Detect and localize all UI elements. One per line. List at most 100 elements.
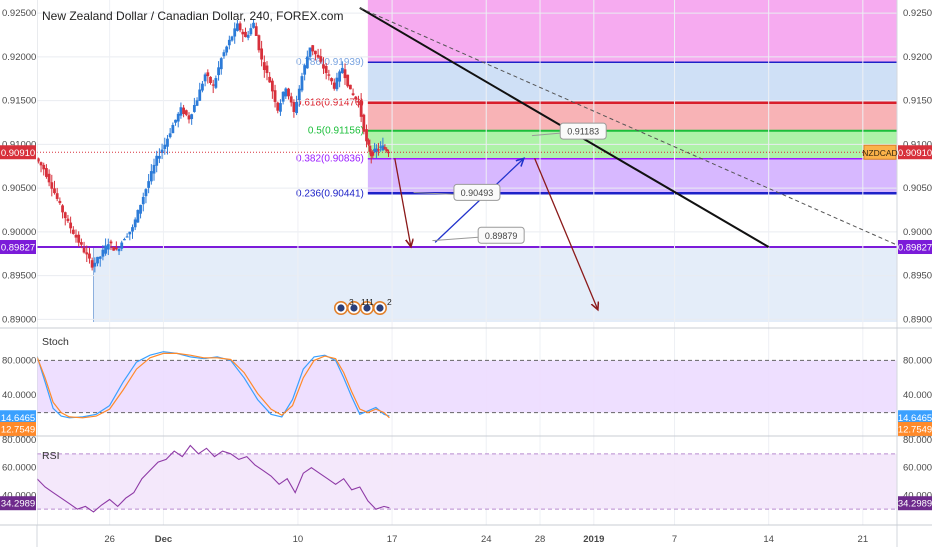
candle-body xyxy=(354,96,358,100)
rsi-badge-text: 34.2989 xyxy=(898,499,932,510)
price-tick-left: 0.89000 xyxy=(2,314,36,325)
candle-body xyxy=(171,124,175,134)
candle-body xyxy=(144,189,148,197)
candle-body xyxy=(176,113,180,122)
callout-box xyxy=(477,226,525,244)
candle-body xyxy=(85,252,89,255)
candle-body xyxy=(50,182,54,189)
candle-body xyxy=(270,80,274,92)
callout-tail xyxy=(413,192,454,195)
candle-body xyxy=(359,100,363,117)
candle-body xyxy=(297,88,301,101)
callout-text: 0.91183 xyxy=(567,127,599,137)
price-tick-left: 0.92500 xyxy=(2,8,36,19)
candle-body xyxy=(308,47,312,57)
candle-body xyxy=(157,155,161,159)
candle-body xyxy=(357,101,360,103)
price-tick: 0.89000 xyxy=(903,314,932,325)
candle-body xyxy=(93,262,97,267)
candle-body xyxy=(330,78,333,82)
candle-body xyxy=(351,93,355,96)
date-tick: 24 xyxy=(481,534,492,545)
candle-body xyxy=(182,107,186,114)
price-tick: 0.90000 xyxy=(903,227,932,238)
candle-body xyxy=(123,239,126,241)
candle-body xyxy=(222,52,226,57)
stoch-tick-left: 80.0000 xyxy=(2,355,36,366)
candle-body xyxy=(362,114,366,132)
candle-body xyxy=(338,71,342,82)
candle-body xyxy=(319,56,323,62)
last-price-badge-left xyxy=(0,145,36,160)
candle-body xyxy=(61,205,64,213)
candle-body xyxy=(90,260,94,268)
candle-body xyxy=(284,88,288,97)
candle-body xyxy=(322,64,325,69)
chart-title: New Zealand Dollar / Canadian Dollar, 24… xyxy=(42,9,343,23)
callout-box xyxy=(559,122,607,140)
candle-body xyxy=(273,90,277,102)
candle-body xyxy=(348,84,352,90)
candle-body xyxy=(55,193,59,199)
candle-body xyxy=(190,114,194,120)
candle-body xyxy=(227,39,231,46)
candle-body xyxy=(42,164,46,170)
price-tick: 0.92000 xyxy=(903,52,932,63)
event-icon-flag xyxy=(363,304,371,312)
candle-body xyxy=(311,45,315,52)
arrow-down-2 xyxy=(534,158,598,309)
stoch-d-badge-text: 12.7549 xyxy=(898,424,932,435)
candle-body xyxy=(335,77,339,90)
candle-body xyxy=(233,28,237,37)
candle-body xyxy=(104,245,107,254)
event-count: 3 xyxy=(349,297,354,307)
candle-body xyxy=(69,222,73,229)
lower-box xyxy=(93,247,898,322)
rsi-tick: 80.0000 xyxy=(903,435,932,446)
candle-body xyxy=(128,231,132,235)
candle-body xyxy=(314,50,317,55)
candle-body xyxy=(276,102,280,111)
rsi-tick-left: 40.0000 xyxy=(2,490,36,501)
candle-body xyxy=(374,148,378,153)
stoch-label: Stoch xyxy=(42,336,69,348)
candle-body xyxy=(252,22,255,28)
date-tick: 2019 xyxy=(583,534,604,545)
candle-body xyxy=(131,227,134,232)
candle-body xyxy=(225,46,229,53)
candle-body xyxy=(327,74,331,76)
candle-body xyxy=(303,65,307,75)
candle-body xyxy=(39,162,43,166)
candle-body xyxy=(249,28,253,35)
candle-body xyxy=(381,145,385,151)
candle-body xyxy=(371,152,375,156)
price-tick-left: 0.90500 xyxy=(2,183,36,194)
candle-body xyxy=(260,48,264,60)
candle-body xyxy=(287,88,290,97)
rsi-badge xyxy=(898,496,932,511)
candle-body xyxy=(203,74,207,82)
fib-label: 0.236(0.90441) xyxy=(296,188,364,199)
candle-body xyxy=(184,110,188,115)
candle-body xyxy=(211,84,215,86)
rsi-badge-left-text: 34.2989 xyxy=(1,499,35,510)
rsi-label: RSI xyxy=(42,450,60,462)
candle-body xyxy=(195,100,199,106)
candle-body xyxy=(219,58,223,70)
candle-body xyxy=(385,149,389,152)
candle-body xyxy=(373,148,376,152)
candle-body xyxy=(279,103,282,112)
drawings-layer: 0.91183 0.90493 0.89879 3 111 2 xyxy=(37,7,898,315)
candle-body xyxy=(125,236,129,238)
date-tick: 17 xyxy=(387,534,398,545)
stoch-k-badge-left-text: 14.6465 xyxy=(1,413,35,424)
candle-body xyxy=(332,82,336,89)
candle-body xyxy=(377,149,380,151)
candle-body xyxy=(152,164,156,174)
symbol-badge xyxy=(863,144,897,160)
candles-layer xyxy=(36,18,390,273)
candle-body xyxy=(340,67,344,74)
stoch-d-badge-left-text: 12.7549 xyxy=(1,424,35,435)
